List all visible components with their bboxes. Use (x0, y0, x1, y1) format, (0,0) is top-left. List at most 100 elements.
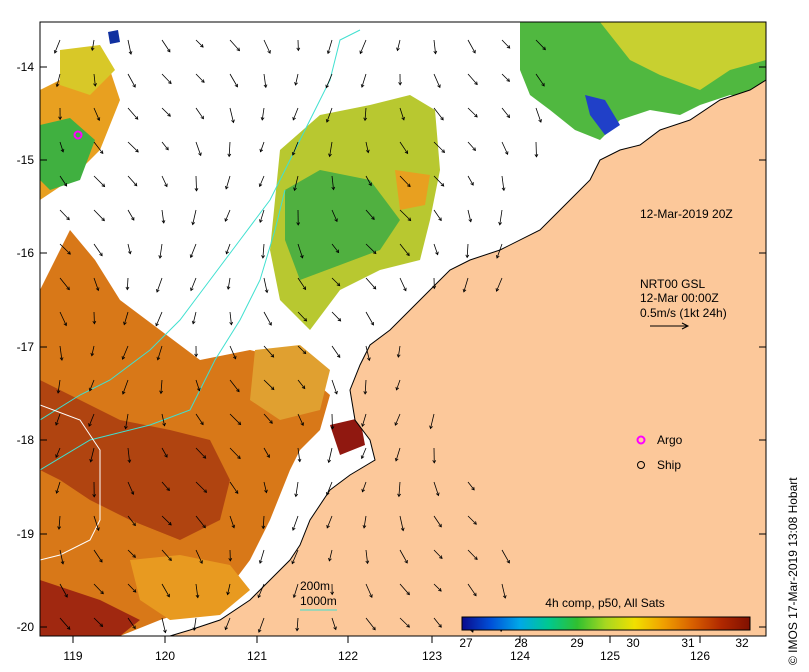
current-vector-head (395, 386, 400, 391)
x-tick-label: 119 (63, 649, 82, 663)
current-vector (229, 379, 240, 392)
current-vector-head (365, 560, 370, 565)
argo-label: Argo (657, 433, 683, 447)
current-vector-head (325, 84, 329, 89)
current-vector-head (435, 251, 439, 256)
x-tick-label: 123 (422, 649, 442, 663)
current-vector-head (234, 490, 239, 494)
current-vector (433, 515, 442, 528)
x-tick-label: 121 (247, 649, 267, 663)
current-vector-head (191, 320, 196, 325)
current-vector (328, 549, 333, 562)
sst-central-green (285, 170, 400, 280)
current-vector-head (407, 217, 412, 222)
current-vector-head (263, 84, 268, 89)
current-vector-head (438, 217, 442, 222)
current-vector (399, 277, 407, 291)
colorbar: 4h comp, p50, All Sats 27 28 29 30 31 32 (459, 596, 751, 650)
current-vector-head (123, 321, 127, 326)
current-vector (295, 481, 299, 497)
current-vector (326, 515, 333, 529)
current-vector-head (296, 47, 301, 52)
current-model-label: NRT00 GSL (640, 277, 705, 291)
current-vector (467, 209, 472, 222)
current-vector-head (473, 592, 477, 597)
current-vector (56, 73, 61, 87)
credit-label: © IMOS 17-Mar-2019 13:08 Hobart (786, 477, 800, 665)
current-vector-head (438, 624, 442, 628)
current-vector (93, 243, 103, 256)
current-vector (261, 107, 265, 120)
current-vector (399, 141, 408, 154)
current-vector-head (541, 82, 545, 87)
current-vector-head (127, 459, 132, 464)
current-vector-head (291, 527, 296, 531)
current-vector-head (266, 454, 270, 459)
current-vector-head (89, 458, 94, 463)
current-vector (155, 311, 163, 326)
current-vector (229, 73, 238, 88)
current-vector (127, 39, 132, 55)
current-vector (91, 345, 95, 356)
argo-marker-icon (636, 435, 646, 445)
current-vector-head (432, 460, 437, 464)
current-vector (399, 583, 410, 595)
current-vector-head (437, 84, 441, 89)
current-vector (195, 413, 204, 425)
current-vector (262, 515, 265, 529)
current-vector-head (396, 47, 400, 52)
current-vector (229, 481, 239, 494)
current-vector (359, 39, 367, 54)
current-vector (501, 39, 511, 49)
current-vector-head (130, 491, 135, 496)
current-vector (535, 39, 546, 50)
current-vector-head (337, 317, 342, 322)
current-vector-head (90, 47, 95, 52)
current-vector (195, 175, 197, 191)
current-vector (331, 209, 338, 222)
current-vector (297, 413, 304, 426)
y-tick-label: -14 (17, 60, 35, 74)
current-vector-head (303, 317, 308, 322)
sst-coastal-hot (330, 418, 365, 455)
current-vector (433, 583, 442, 592)
current-vector-head (300, 422, 304, 427)
current-vector (331, 277, 340, 286)
current-vector-head (406, 252, 410, 257)
current-vector (331, 175, 334, 190)
current-vector (362, 481, 367, 492)
current-vector-head (121, 356, 126, 360)
current-vector-head (55, 490, 60, 494)
current-vector-head (60, 148, 65, 153)
current-vector-head (261, 525, 266, 530)
current-vector-head (372, 626, 376, 631)
current-vector-head (542, 46, 546, 51)
current-vector-head (93, 83, 97, 87)
current-vector (328, 447, 333, 463)
current-vector-head (88, 387, 93, 392)
current-vector (364, 379, 367, 394)
current-vector-head (292, 594, 297, 599)
current-vector-head (264, 489, 268, 494)
current-vector (161, 107, 171, 117)
current-vector (292, 141, 299, 156)
current-vector-head (237, 455, 241, 460)
current-vector-head (330, 591, 335, 596)
current-vector (399, 515, 404, 531)
current-vector (225, 617, 231, 630)
x-tick-label: 124 (510, 649, 530, 663)
current-vector-head (327, 459, 332, 464)
isobath-1000m-label: 1000m (300, 594, 337, 608)
sst-yellow-northwest (60, 45, 115, 95)
current-vector (161, 583, 170, 598)
current-vector (331, 243, 339, 253)
current-vector-head (296, 222, 301, 226)
current-vector (258, 617, 265, 633)
current-vector (496, 277, 503, 292)
current-vector-head (199, 560, 203, 564)
current-vector (122, 379, 129, 395)
current-vector-head (63, 183, 68, 187)
current-vector-head (132, 589, 137, 593)
current-vector-head (231, 524, 236, 529)
current-vector (466, 243, 469, 258)
